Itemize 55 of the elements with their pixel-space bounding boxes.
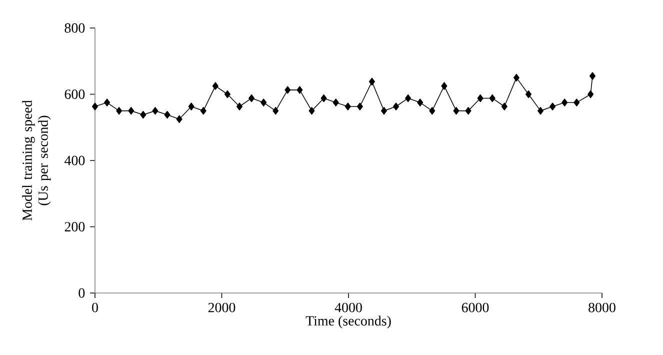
point xyxy=(441,82,448,90)
point xyxy=(429,106,436,115)
point xyxy=(224,90,230,98)
point xyxy=(152,106,158,115)
point xyxy=(320,94,327,102)
point xyxy=(574,98,580,106)
point xyxy=(140,110,146,119)
point xyxy=(344,102,351,110)
point xyxy=(212,82,218,90)
point xyxy=(128,106,134,115)
x-tick-label: 8000 xyxy=(588,302,616,312)
point xyxy=(453,106,460,115)
point xyxy=(356,102,363,110)
point xyxy=(380,106,388,115)
point xyxy=(272,106,279,115)
y-tick-label: 400 xyxy=(64,156,85,166)
point xyxy=(393,102,400,110)
point xyxy=(176,115,182,123)
point xyxy=(489,94,496,102)
point xyxy=(513,74,520,82)
point xyxy=(188,102,194,110)
y-tick-label: 0 xyxy=(78,288,85,298)
y-tick-label: 200 xyxy=(64,222,85,232)
point xyxy=(562,98,568,106)
point xyxy=(164,110,170,119)
point xyxy=(248,94,255,102)
point xyxy=(501,102,508,110)
x-tick-label: 0 xyxy=(92,302,98,312)
point xyxy=(477,94,484,102)
point xyxy=(588,90,594,98)
point xyxy=(525,90,532,98)
point xyxy=(417,98,424,106)
point xyxy=(308,106,315,115)
point xyxy=(550,102,556,110)
y-tick-label: 800 xyxy=(64,23,85,33)
x-tick-label: 4000 xyxy=(334,302,362,312)
point xyxy=(104,98,110,106)
point xyxy=(260,98,267,106)
point xyxy=(200,106,206,115)
point xyxy=(116,106,122,115)
y-axis-title: Model training speed (Us per second) xyxy=(22,100,51,221)
point xyxy=(368,78,375,86)
point xyxy=(465,106,472,115)
x-tick-label: 2000 xyxy=(208,302,236,312)
point xyxy=(589,72,596,80)
point xyxy=(284,86,291,94)
point xyxy=(296,86,303,94)
point xyxy=(236,102,243,110)
point xyxy=(92,102,98,110)
x-tick-label: 6000 xyxy=(462,302,489,312)
x-axis-title: Time (seconds) xyxy=(306,316,391,328)
y-tick-label: 600 xyxy=(64,90,85,99)
point xyxy=(332,98,339,106)
point xyxy=(405,94,412,102)
point xyxy=(538,106,544,115)
